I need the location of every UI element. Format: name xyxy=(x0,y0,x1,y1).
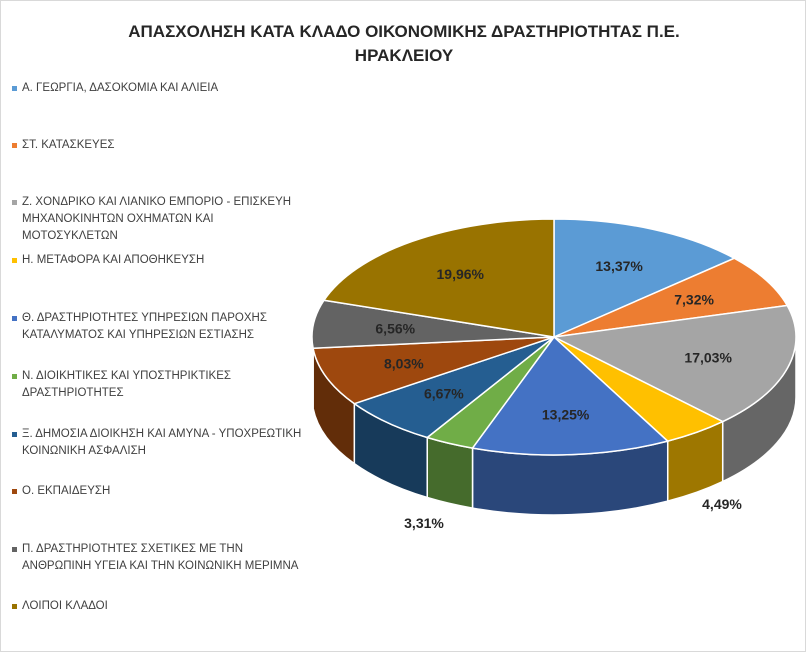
legend-item-health: Π. ΔΡΑΣΤΗΡΙΟΤΗΤΕΣ ΣΧΕΤΙΚΕΣ ΜΕ ΤΗΝ ΑΝΘΡΩΠ… xyxy=(12,541,312,575)
pie-slice-4 xyxy=(471,335,670,456)
legend-label-other-sectors: ΛΟΙΠΟΙ ΚΛΑΔΟΙ xyxy=(22,600,108,612)
legend-label-accommodation: Θ. ΔΡΑΣΤΗΡΙΟΤΗΤΕΣ ΥΠΗΡΕΣΙΩΝ ΠΑΡΟΧΗΣ ΚΑΤΑ… xyxy=(22,312,267,341)
legend-swatch-education xyxy=(12,489,17,494)
pie-label-7: 8,03% xyxy=(384,356,424,372)
legend-item-transport: Η. ΜΕΤΑΦΟΡΑ ΚΑΙ ΑΠΟΘΗΚΕΥΣΗ xyxy=(12,252,312,269)
legend-swatch-trade xyxy=(12,200,17,205)
legend-swatch-accommodation xyxy=(12,316,17,321)
legend-swatch-other-sectors xyxy=(12,604,17,609)
legend-item-construction: ΣΤ. ΚΑΤΑΣΚΕΥΕΣ xyxy=(12,137,312,154)
legend-label-education: Ο. ΕΚΠΑΙΔΕΥΣΗ xyxy=(22,485,111,497)
legend-label-public-administration: Ξ. ΔΗΜΟΣΙΑ ΔΙΟΙΚΗΣΗ ΚΑΙ ΑΜΥΝΑ - ΥΠΟΧΡΕΩΤ… xyxy=(22,428,302,457)
pie-tops xyxy=(311,218,797,456)
pie-slice-1 xyxy=(553,257,789,338)
pie-label-1: 7,32% xyxy=(674,292,714,308)
pie-sides xyxy=(311,336,797,516)
pie-data-labels: 13,37% 7,32% 17,03% 4,49% 13,25% 3,31% 6,67%8,… xyxy=(375,258,742,531)
legend-item-trade: Ζ. ΧΟΝΔΡΙΚΟ ΚΑΙ ΛΙΑΝΙΚΟ ΕΜΠΟΡΙΟ - ΕΠΙΣΚΕ… xyxy=(12,194,312,245)
pie-label-3: 4,49% xyxy=(702,496,742,512)
legend-label-agriculture: Α. ΓΕΩΡΓΙΑ, ΔΑΣΟΚΟΜΙΑ ΚΑΙ ΑΛΙΕΙΑ xyxy=(22,82,219,94)
legend-label-trade: Ζ. ΧΟΝΔΡΙΚΟ ΚΑΙ ΛΙΑΝΙΚΟ ΕΜΠΟΡΙΟ - ΕΠΙΣΚΕ… xyxy=(22,196,292,242)
legend-label-administrative: Ν. ΔΙΟΙΚΗΤΙΚΕΣ ΚΑΙ ΥΠΟΣΤΗΡΙΚΤΙΚΕΣ ΔΡΑΣΤΗ… xyxy=(22,370,232,399)
pie-slice-9 xyxy=(322,218,555,338)
pie-label-9: 19,96% xyxy=(437,266,485,282)
pie-label-0: 13,37% xyxy=(595,258,643,274)
legend-swatch-health xyxy=(12,547,17,552)
pie-label-6: 6,67% xyxy=(424,385,464,401)
pie-side-5 xyxy=(426,436,474,510)
legend-label-health: Π. ΔΡΑΣΤΗΡΙΟΤΗΤΕΣ ΣΧΕΤΙΚΕΣ ΜΕ ΤΗΝ ΑΝΘΡΩΠ… xyxy=(22,543,299,572)
legend-swatch-transport xyxy=(12,258,17,263)
legend-item-agriculture: Α. ΓΕΩΡΓΙΑ, ΔΑΣΟΚΟΜΙΑ ΚΑΙ ΑΛΙΕΙΑ xyxy=(12,80,312,97)
legend-label-construction: ΣΤ. ΚΑΤΑΣΚΕΥΕΣ xyxy=(22,139,115,151)
pie-slice-2 xyxy=(551,304,797,423)
pie-slice-0 xyxy=(553,218,736,339)
legend-item-other-sectors: ΛΟΙΠΟΙ ΚΛΑΔΟΙ xyxy=(12,598,312,615)
chart-title: ΑΠΑΣΧΟΛΗΣΗ ΚΑΤΑ ΚΛΑΔΟ ΟΙΚΟΝΟΜΙΚΗΣ ΔΡΑΣΤΗ… xyxy=(0,20,808,68)
legend-label-transport: Η. ΜΕΤΑΦΟΡΑ ΚΑΙ ΑΠΟΘΗΚΕΥΣΗ xyxy=(22,254,205,266)
legend-swatch-agriculture xyxy=(12,86,17,91)
legend-item-accommodation: Θ. ΔΡΑΣΤΗΡΙΟΤΗΤΕΣ ΥΠΗΡΕΣΙΩΝ ΠΑΡΟΧΗΣ ΚΑΤΑ… xyxy=(12,310,312,344)
pie-slice-7 xyxy=(312,336,555,405)
pie-label-2: 17,03% xyxy=(684,349,732,365)
pie-label-8: 6,56% xyxy=(375,320,415,336)
chart-title-line-1: ΑΠΑΣΧΟΛΗΣΗ ΚΑΤΑ ΚΛΑΔΟ ΟΙΚΟΝΟΜΙΚΗΣ ΔΡΑΣΤΗ… xyxy=(128,22,680,41)
pie-label-5: 3,31% xyxy=(404,515,444,531)
legend-item-education: Ο. ΕΚΠΑΙΔΕΥΣΗ xyxy=(12,483,312,500)
pie-label-4: 13,25% xyxy=(542,407,590,423)
chart-title-line-2: ΗΡΑΚΛΕΙΟΥ xyxy=(354,46,454,65)
legend-item-public-administration: Ξ. ΔΗΜΟΣΙΑ ΔΙΟΙΚΗΣΗ ΚΑΙ ΑΜΥΝΑ - ΥΠΟΧΡΕΩΤ… xyxy=(12,426,312,460)
legend-swatch-construction xyxy=(12,143,17,148)
legend-item-administrative: Ν. ΔΙΟΙΚΗΤΙΚΕΣ ΚΑΙ ΥΠΟΣΤΗΡΙΚΤΙΚΕΣ ΔΡΑΣΤΗ… xyxy=(12,368,312,402)
legend-swatch-administrative xyxy=(12,374,17,379)
legend-swatch-public-administration xyxy=(12,432,17,437)
